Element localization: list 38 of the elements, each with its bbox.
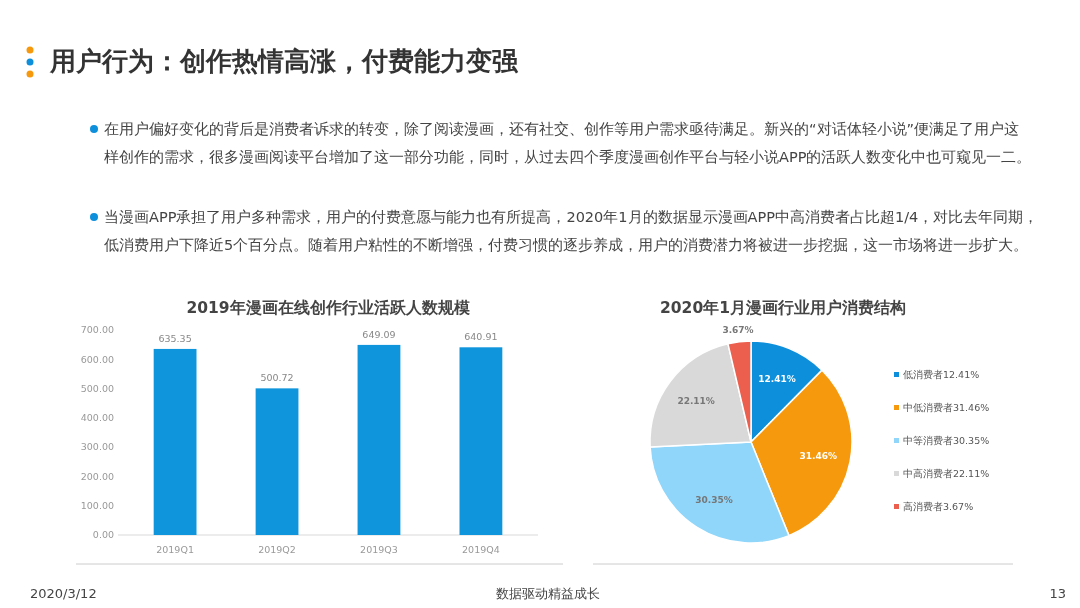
x-tick-label: 2019Q3: [360, 544, 398, 555]
text: 13: [1049, 586, 1066, 601]
y-tick-label: 700.00: [80, 324, 114, 336]
legend-label: 中高消费者22.11%: [903, 468, 990, 480]
data-label: 30.35%: [695, 495, 733, 506]
x-tick-label: 2019Q1: [156, 544, 194, 555]
data-label: 22.11%: [677, 395, 715, 406]
data-label: 649.09: [362, 328, 396, 340]
bar: [255, 388, 299, 535]
y-tick-label: 100.00: [80, 500, 114, 512]
x-tick-label: 2019Q4: [462, 544, 500, 555]
legend-label: 中低消费者31.46%: [903, 402, 990, 414]
data-label: 31.46%: [799, 450, 838, 461]
y-tick-label: 0.00: [92, 529, 114, 541]
data-label: 500.72: [260, 372, 294, 384]
text: 2020/3/12: [30, 586, 97, 601]
data-label: 640.91: [464, 331, 498, 343]
x-tick-label: 2019Q2: [258, 544, 296, 555]
y-tick-label: 400.00: [80, 412, 114, 424]
bar: [459, 347, 503, 535]
y-tick-label: 200.00: [80, 470, 114, 482]
legend-label: 高消费者3.67%: [903, 501, 974, 513]
data-label: 12.41%: [758, 373, 796, 384]
y-tick-label: 300.00: [80, 441, 114, 453]
text: 用户行为：创作热情高涨，付费能力变强: [49, 46, 519, 76]
legend-label: 低消费者12.41%: [903, 369, 980, 381]
text: 当漫画APP承担了用户多种需求，用户的付费意愿与能力也有所提高，2020年1月的数据显示漫画APP中高消费者占比超1/4，对比去年同期，低消费用户下降近5个百分点。随着用户粘性的不断增强，付费习惯的逐步养成，用户的消费潜力将被进一步挖掘，这一市场将进一步扩大。: [104, 209, 1039, 253]
text: 在用户偏好变化的背后是消费者诉求的转变，除了阅读漫画，还有社交、创作等用户需求亟待满足。新兴的“对话体轻小说”便满足了用户这样创作的需求，很多漫画阅读平台增加了这一部分功能，同时，从过去四个季度漫画创作平台与轻小说APP的活跃人数变化中也可窥见一二。: [104, 121, 1032, 165]
bar: [153, 348, 197, 535]
bar: [357, 344, 401, 535]
legend-label: 中等消费者30.35%: [903, 435, 990, 447]
data-label: 3.67%: [722, 324, 754, 335]
text: 数据驱动精益成长: [496, 586, 600, 601]
y-tick-label: 600.00: [80, 353, 114, 365]
chart-title: 2020年1月漫画行业用户消费结构: [660, 299, 906, 317]
data-label: 635.35: [158, 332, 192, 344]
y-tick-label: 500.00: [80, 382, 114, 394]
chart-title: 2019年漫画在线创作行业活跃人数规模: [186, 299, 470, 317]
